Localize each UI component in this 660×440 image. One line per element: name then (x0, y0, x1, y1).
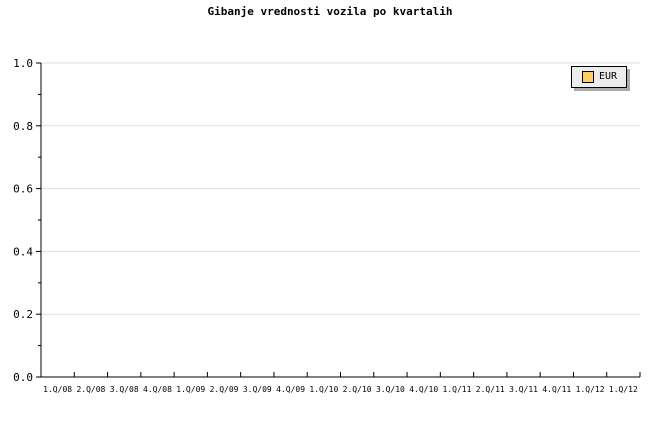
x-tick-label: 1.Q/09 (176, 385, 205, 394)
y-tick-label: 0.8 (13, 120, 33, 133)
x-tick-label: 2.Q/10 (343, 385, 372, 394)
x-tick-label: 4.Q/08 (143, 385, 172, 394)
y-tick-label: 0.6 (13, 183, 33, 196)
x-tick-label: 1.Q/08 (43, 385, 72, 394)
x-tick-label: 3.Q/08 (110, 385, 139, 394)
x-tick-label: 3.Q/10 (376, 385, 405, 394)
x-tick-label: 2.Q/11 (476, 385, 505, 394)
chart-title: Gibanje vrednosti vozila po kvartalih (207, 5, 453, 18)
x-tick-label: 4.Q/11 (542, 385, 571, 394)
y-tick-label: 1.0 (13, 57, 33, 70)
x-tick-label: 1.Q/12 (609, 385, 638, 394)
y-tick-label: 0.4 (13, 245, 33, 258)
x-tick-label: 1.Q/11 (443, 385, 472, 394)
x-tick-label: 2.Q/08 (76, 385, 105, 394)
legend: EUR (571, 66, 627, 88)
x-tick-label: 4.Q/09 (276, 385, 305, 394)
legend-swatch (582, 71, 594, 83)
x-tick-label: 1.Q/10 (309, 385, 338, 394)
x-tick-label: 3.Q/09 (243, 385, 272, 394)
legend-label: EUR (599, 71, 618, 82)
x-tick-label: 3.Q/11 (509, 385, 538, 394)
x-tick-label: 2.Q/09 (210, 385, 239, 394)
x-tick-label: 4.Q/10 (409, 385, 438, 394)
x-tick-label: 1.Q/12 (576, 385, 605, 394)
y-tick-label: 0.2 (13, 308, 33, 321)
y-tick-label: 0.0 (13, 371, 33, 384)
